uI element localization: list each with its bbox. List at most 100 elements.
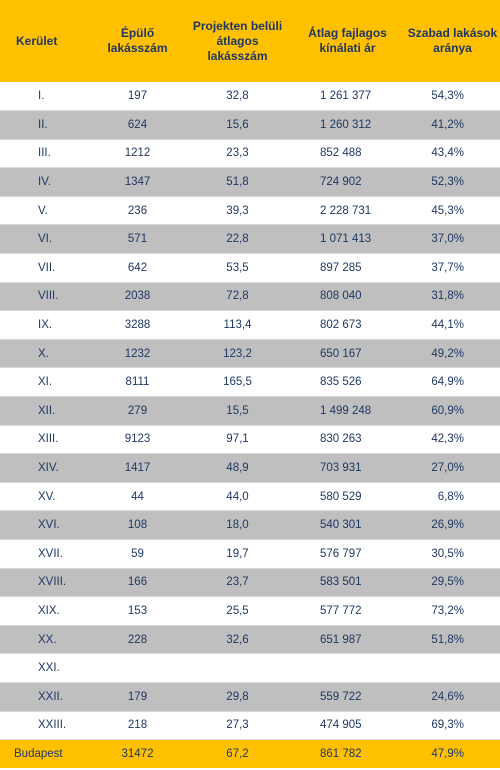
avg-units-cell: 97,1: [185, 425, 290, 455]
avg-units-cell: 48,9: [185, 453, 290, 483]
district-cell: VIII.: [0, 282, 90, 312]
avg-units-cell: 19,7: [185, 539, 290, 569]
units-cell: 1347: [90, 167, 185, 197]
header-units-under-construction: Épülő lakásszám: [107, 26, 168, 55]
avg-units-cell: 22,8: [185, 224, 290, 255]
district-cell: II.: [0, 110, 90, 140]
free-ratio-cell: 29,5%: [405, 568, 500, 598]
total-free-ratio: 47,9%: [431, 747, 464, 760]
avg-units-cell: 32,8: [185, 82, 290, 112]
avg-price-cell: 703 931: [290, 453, 405, 483]
free-ratio-cell: 41,2%: [405, 110, 500, 140]
free-ratio-cell: 6,8%: [405, 482, 500, 512]
free-ratio-cell: 37,7%: [405, 253, 500, 283]
units-cell: 9123: [90, 425, 185, 455]
free-ratio-cell: 64,9%: [405, 367, 500, 398]
table-row: XI. 8111 165,5 835 526 64,9%: [0, 367, 500, 398]
table-row: III. 1212 23,3 852 488 43,4%: [0, 139, 500, 169]
avg-price-cell: 650 167: [290, 339, 405, 369]
table-row: XVIII. 166 23,7 583 501 29,5%: [0, 568, 500, 598]
table-row: XVII. 59 19,7 576 797 30,5%: [0, 539, 500, 569]
avg-units-cell: 39,3: [185, 196, 290, 226]
avg-price-cell: 540 301: [290, 510, 405, 540]
header-district: Kerület: [16, 33, 58, 48]
district-cell: I.: [0, 82, 90, 112]
table-row: IV. 1347 51,8 724 902 52,3%: [0, 167, 500, 197]
avg-units-cell: 25,5: [185, 596, 290, 626]
district-cell: XIV.: [0, 453, 90, 483]
district-cell: IV.: [0, 167, 90, 197]
avg-price-cell: 1 499 248: [290, 396, 405, 426]
table-row: XIV. 1417 48,9 703 931 27,0%: [0, 453, 500, 483]
units-cell: 166: [90, 568, 185, 598]
district-cell: XVI.: [0, 510, 90, 540]
avg-units-cell: 15,6: [185, 110, 290, 140]
free-ratio-cell: 49,2%: [405, 339, 500, 369]
table-row: VI. 571 22,8 1 071 413 37,0%: [0, 224, 500, 255]
free-ratio-cell: 51,8%: [405, 625, 500, 655]
avg-price-cell: 724 902: [290, 167, 405, 197]
free-ratio-cell: 44,1%: [405, 310, 500, 340]
table-row: II. 624 15,6 1 260 312 41,2%: [0, 110, 500, 140]
table-row: I. 197 32,8 1 261 377 54,3%: [0, 82, 500, 112]
units-cell: 642: [90, 253, 185, 283]
units-cell: 1417: [90, 453, 185, 483]
avg-price-cell: 583 501: [290, 568, 405, 598]
table-row: XX. 228 32,6 651 987 51,8%: [0, 625, 500, 655]
table-row: XIX. 153 25,5 577 772 73,2%: [0, 596, 500, 626]
units-cell: 153: [90, 596, 185, 626]
free-ratio-cell: 60,9%: [405, 396, 500, 426]
district-cell: XII.: [0, 396, 90, 426]
district-cell: XXI.: [0, 653, 90, 683]
district-cell: XI.: [0, 367, 90, 398]
units-cell: 2038: [90, 282, 185, 312]
table-row: X. 1232 123,2 650 167 49,2%: [0, 339, 500, 369]
header-avg-unit-price: Átlag fajlagos kínálati ár: [308, 26, 387, 55]
table-row: XXII. 179 29,8 559 722 24,6%: [0, 682, 500, 712]
table-row: IX. 3288 113,4 802 673 44,1%: [0, 310, 500, 340]
avg-units-cell: 165,5: [185, 367, 290, 398]
district-cell: X.: [0, 339, 90, 369]
total-avg-price: 861 782: [320, 747, 362, 760]
total-units: 31472: [121, 747, 154, 760]
avg-price-cell: 576 797: [290, 539, 405, 569]
district-cell: XXII.: [0, 682, 90, 712]
free-ratio-cell: 69,3%: [405, 711, 500, 741]
units-cell: 44: [90, 482, 185, 512]
avg-units-cell: 51,8: [185, 167, 290, 197]
header-free-units-ratio: Szabad lakások aránya: [407, 26, 498, 55]
units-cell: 218: [90, 711, 185, 741]
units-cell: 624: [90, 110, 185, 140]
units-cell: 59: [90, 539, 185, 569]
table-row: VII. 642 53,5 897 285 37,7%: [0, 253, 500, 283]
district-cell: XIX.: [0, 596, 90, 626]
units-cell: 228: [90, 625, 185, 655]
district-cell: XIII.: [0, 425, 90, 455]
free-ratio-cell: 24,6%: [405, 682, 500, 712]
avg-price-cell: 1 261 377: [290, 82, 405, 112]
avg-units-cell: 123,2: [185, 339, 290, 369]
district-cell: IX.: [0, 310, 90, 340]
free-ratio-cell: 42,3%: [405, 425, 500, 455]
free-ratio-cell: [405, 653, 500, 683]
units-cell: 3288: [90, 310, 185, 340]
district-cell: VI.: [0, 224, 90, 255]
avg-units-cell: 15,5: [185, 396, 290, 426]
avg-units-cell: 32,6: [185, 625, 290, 655]
avg-price-cell: 835 526: [290, 367, 405, 398]
table-row: XXI.: [0, 653, 500, 683]
free-ratio-cell: 54,3%: [405, 82, 500, 112]
avg-price-cell: 1 260 312: [290, 110, 405, 140]
district-cell: XXIII.: [0, 711, 90, 741]
avg-price-cell: 802 673: [290, 310, 405, 340]
avg-price-cell: 2 228 731: [290, 196, 405, 226]
table-row: XIII. 9123 97,1 830 263 42,3%: [0, 425, 500, 455]
units-cell: 571: [90, 224, 185, 255]
units-cell: 108: [90, 510, 185, 540]
district-cell: XVIII.: [0, 568, 90, 598]
avg-price-cell: 830 263: [290, 425, 405, 455]
avg-units-cell: 53,5: [185, 253, 290, 283]
district-cell: VII.: [0, 253, 90, 283]
avg-price-cell: 580 529: [290, 482, 405, 512]
